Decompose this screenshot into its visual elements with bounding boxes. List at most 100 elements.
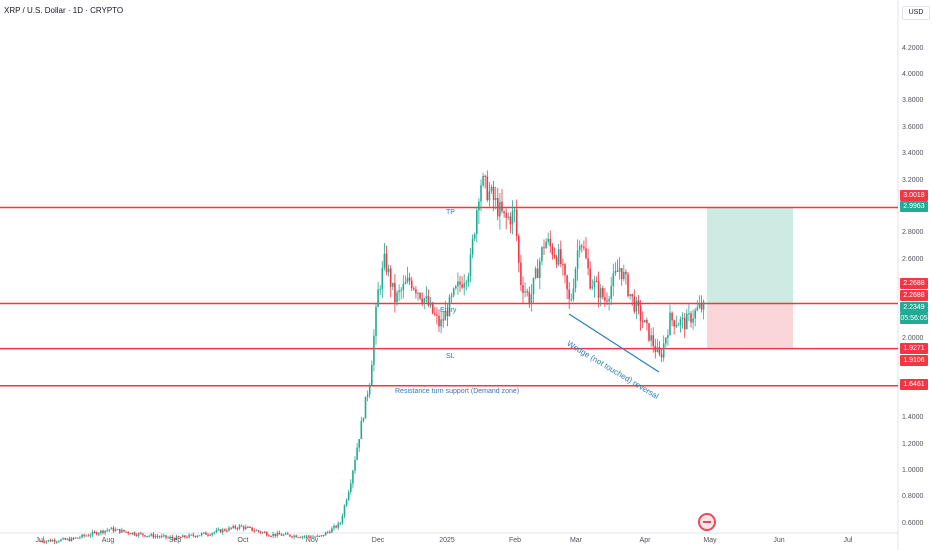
candle-body — [530, 294, 533, 304]
candle-body — [56, 541, 58, 543]
candle-body — [127, 531, 129, 534]
candle-body — [644, 319, 646, 323]
candle-body — [70, 537, 73, 542]
candle-body — [234, 525, 237, 529]
candle-body — [39, 540, 41, 542]
candle-body — [165, 535, 167, 538]
candle-body — [436, 314, 438, 316]
candle-body — [583, 246, 585, 249]
candle-body — [547, 238, 549, 242]
candle-body — [551, 246, 554, 256]
candle-body — [589, 268, 591, 289]
candle-body — [404, 282, 407, 285]
symbol-title[interactable]: XRP / U.S. Dollar · 1D · CRYPTO — [4, 6, 124, 15]
candle-body — [287, 533, 289, 535]
price-label: 05:56:05 — [900, 313, 928, 324]
candle-body — [203, 532, 205, 534]
candle-body — [599, 288, 602, 298]
candle-body — [259, 531, 262, 533]
candle-body — [497, 197, 499, 217]
candle-body — [350, 483, 352, 492]
candle-body — [213, 532, 216, 534]
candle-body — [91, 531, 94, 536]
candle-body — [163, 535, 165, 537]
candle-body — [79, 537, 81, 539]
candle-body — [459, 281, 461, 285]
candle-body — [184, 535, 186, 538]
candle-body — [108, 529, 111, 531]
candle-body — [410, 280, 413, 289]
candle-body — [620, 268, 623, 279]
candle-body — [173, 538, 176, 540]
candle-body — [98, 533, 100, 535]
candle-body — [539, 261, 541, 278]
candle-body — [555, 257, 558, 265]
candle-body — [116, 529, 119, 531]
candle-body — [45, 540, 48, 543]
candle-body — [104, 530, 106, 533]
candle-body — [698, 303, 701, 308]
candle-body — [102, 530, 104, 533]
sl-label[interactable]: SL — [446, 353, 455, 360]
candle-body — [679, 319, 682, 325]
candle-body — [490, 186, 493, 192]
candle-body — [637, 300, 640, 306]
candle-body — [431, 302, 434, 314]
support-label[interactable]: Resistance turn support (Demand zone) — [395, 388, 520, 395]
candle-body — [148, 535, 150, 537]
candle-body — [612, 273, 615, 287]
candle-body — [450, 295, 453, 297]
candle-body — [633, 296, 636, 312]
candle-body — [482, 175, 484, 186]
time-tick: Apr — [639, 537, 651, 544]
price-tick: 2.0000 — [902, 335, 924, 342]
candle-body — [471, 238, 474, 255]
candle-body — [242, 526, 245, 529]
candle-body — [457, 281, 459, 287]
candle-body — [476, 210, 478, 235]
candle-body — [318, 535, 321, 537]
candle-body — [100, 530, 102, 534]
event-flag-icon[interactable] — [698, 513, 716, 531]
candle-body — [245, 526, 247, 529]
candle-body — [219, 529, 222, 533]
candle-body — [557, 249, 560, 265]
candle-body — [389, 268, 392, 287]
candle-body — [658, 347, 661, 355]
candle-body — [228, 527, 230, 531]
candle-body — [473, 234, 476, 239]
candle-body — [448, 296, 451, 317]
candle-body — [194, 535, 197, 537]
candle-body — [366, 394, 369, 397]
candle-body — [282, 534, 285, 536]
candle-body — [188, 534, 190, 538]
tp-label[interactable]: TP — [446, 209, 455, 216]
entry-label[interactable]: Entry — [440, 307, 457, 314]
candle-body — [662, 343, 665, 358]
candle-body — [694, 310, 696, 319]
currency-selector[interactable]: USD — [902, 6, 930, 20]
candle-body — [686, 313, 688, 330]
candle-body — [137, 533, 140, 536]
candle-body — [301, 536, 304, 538]
candle-body — [387, 268, 390, 272]
candle-body — [377, 289, 379, 307]
candle-body — [413, 288, 415, 290]
price-tick: 1.4000 — [902, 414, 924, 422]
candle-body — [396, 292, 398, 303]
candle-body — [299, 537, 302, 539]
candle-body — [604, 297, 606, 301]
time-tick: Mar — [569, 537, 583, 544]
candle-body — [503, 211, 505, 214]
candle-body — [209, 534, 211, 536]
candle-body — [247, 526, 249, 528]
candle-body — [677, 324, 680, 326]
candle-body — [688, 313, 690, 315]
candle-body — [610, 286, 612, 299]
candle-body — [616, 270, 619, 272]
candle-body — [276, 532, 279, 536]
candle-body — [585, 248, 587, 259]
price-tick: 2.8000 — [902, 229, 924, 237]
candle-body — [505, 213, 507, 218]
